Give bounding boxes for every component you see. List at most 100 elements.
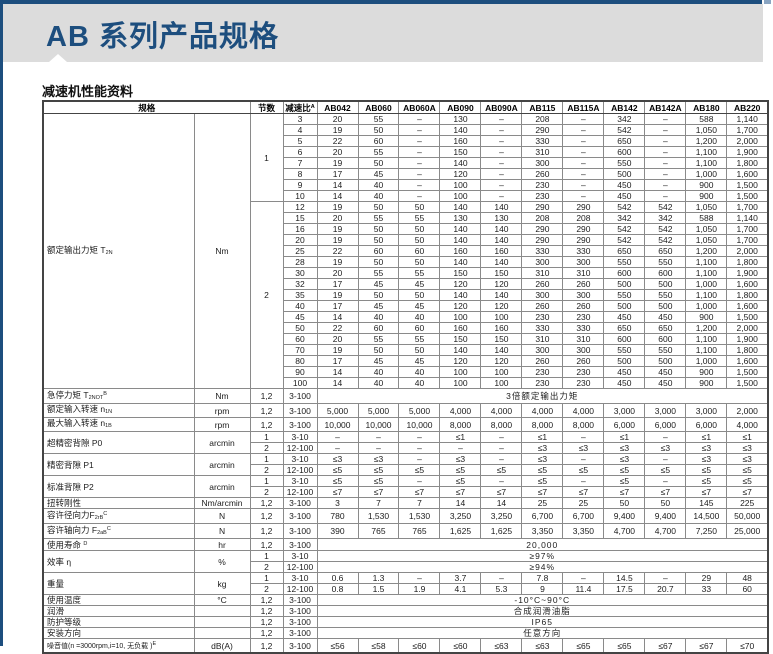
value-cell: 310 (521, 333, 564, 345)
table-header: 规格 节数 减速比A AB042 AB060 AB060A AB090 AB090A AB115… (42, 100, 769, 114)
value-cell: ≤5 (521, 475, 564, 487)
stage-cell: 1,2 (249, 403, 284, 418)
unit-cell: Nm (193, 388, 251, 404)
value-cell: 140 (439, 289, 482, 301)
value-cell: 1.9 (398, 583, 441, 595)
value-cell: 100 (439, 377, 482, 389)
value-cell: 4,000 (521, 403, 564, 418)
value-cell: 40 (357, 311, 400, 323)
value-cell: 588 (685, 113, 728, 125)
value-cell: 310 (521, 267, 564, 279)
value-cell: 50 (357, 124, 400, 136)
value-cell: 5,000 (398, 403, 441, 418)
stage-cell: 2 (249, 583, 284, 595)
header-spec: 规格 (42, 100, 251, 114)
value-cell: 22 (316, 245, 359, 257)
value-cell: 1,700 (726, 223, 769, 235)
value-cell: – (562, 572, 605, 584)
value-cell: 9 (521, 583, 564, 595)
value-cell: 330 (521, 322, 564, 334)
table-row: 额定输出力矩 T2N Nm 1 3 20 55–130–208–342–588 1,140 (42, 113, 769, 389)
table-row: 2 12-100 ≤5 ≤5 ≤5 ≤5 ≤5 ≤5 ≤5 ≤5 ≤5 ≤5 ≤5 (43, 464, 769, 476)
value-cell: 120 (480, 355, 523, 367)
value-cell: 550 (603, 289, 646, 301)
title-band-notch (49, 54, 67, 62)
value-cell: 1,700 (726, 234, 769, 246)
value-cell: – (480, 431, 523, 443)
ratio-cell: 3-100 (282, 508, 318, 524)
ratio-cell: 3-100 (282, 523, 318, 539)
value-cell: 50 (398, 256, 441, 268)
value-cell: 450 (603, 311, 646, 323)
value-cell: – (398, 442, 441, 454)
stage-cell: 1 (249, 550, 284, 562)
value-cell: 55 (357, 113, 400, 125)
value-cell: 300 (562, 256, 605, 268)
table-row: 额定输入转速 n1N rpm 1,2 3-100 5,000 5,000 5,000 4,00… (42, 403, 769, 418)
stage-cell: 1 (249, 431, 284, 443)
value-cell: 60 (398, 245, 441, 257)
value-cell: 140 (480, 223, 523, 235)
value-cell: – (562, 113, 605, 125)
ratio-cell: 3 (282, 113, 318, 125)
value-cell: 160 (480, 245, 523, 257)
unit-cell: hr (193, 538, 251, 551)
value-cell: 140 (480, 344, 523, 356)
value-cell: ≤3 (316, 453, 359, 465)
unit-cell: arcmin (193, 475, 251, 498)
value-cell: 4,000 (726, 417, 769, 432)
value-cell: 500 (644, 278, 687, 290)
table-row: 50 22 60 60 160 160 330 330 650 650 1,200 2,000 (43, 322, 769, 334)
value-cell: ≤1 (521, 431, 564, 443)
stage-cell: 1,2 (249, 388, 284, 404)
header-stages: 节数 (249, 100, 284, 114)
header-model: AB220 (726, 100, 769, 114)
value-cell: – (480, 157, 523, 169)
ratio-cell: 3-100 (282, 497, 318, 509)
table-body: 额定输出力矩 T2N Nm 1 3 20 55–130–208–342–588 1,140 4… (42, 113, 769, 654)
table-row: 80 17 45 45 120 120 260 260 500 500 1,000 1,600 (43, 355, 769, 367)
value-cell: ≤5 (685, 464, 728, 476)
spec-label-cell: 额定输出力矩 T2N (42, 113, 195, 389)
value-cell: 4,700 (603, 523, 646, 539)
table-row: 使用温度 °C 1,2 3-100 -10°C~90°C (42, 594, 769, 606)
value-cell: – (480, 168, 523, 180)
value-cell: ≤7 (521, 486, 564, 498)
table-row: 急停力矩 T2NOTB Nm 1,2 3-100 3倍额定输出力矩 (42, 388, 769, 404)
value-cell: 208 (521, 212, 564, 224)
ratio-cell: 90 (282, 366, 318, 378)
value-cell: – (480, 179, 523, 191)
value-cell: ≤7 (644, 486, 687, 498)
value-cell: 208 (521, 113, 564, 125)
value-cell: – (316, 431, 359, 443)
value-cell: 300 (521, 157, 564, 169)
ratio-cell: 3-10 (282, 572, 318, 584)
value-cell: 260 (521, 278, 564, 290)
value-cell: 450 (644, 366, 687, 378)
value-cell: – (480, 572, 523, 584)
value-cell: – (480, 475, 523, 487)
value-cell: 1,100 (685, 146, 728, 158)
value-cell: 230 (521, 179, 564, 191)
value-cell: ≤5 (316, 464, 359, 476)
ratio-cell: 3-100 (282, 616, 318, 628)
value-cell: 40 (398, 366, 441, 378)
value-cell: 300 (521, 256, 564, 268)
ratio-cell: 45 (282, 311, 318, 323)
performance-table: 规格 节数 减速比A AB042 AB060 AB060A AB090 AB090A AB115… (42, 100, 769, 654)
value-cell: 19 (316, 201, 359, 213)
value-cell: 542 (603, 201, 646, 213)
table-row: 60 20 55 55 150 150 310 310 600 600 1,100 1,900 (43, 333, 769, 345)
value-cell: 55 (357, 333, 400, 345)
value-cell: 260 (562, 278, 605, 290)
value-cell: 40 (357, 377, 400, 389)
value-cell: 45 (398, 355, 441, 367)
value-cell: 600 (644, 267, 687, 279)
unit-cell: rpm (193, 417, 251, 432)
value-cell: – (644, 431, 687, 443)
value-cell: 19 (316, 289, 359, 301)
value-cell: 290 (562, 234, 605, 246)
stage-cell: 1,2 (249, 538, 284, 551)
table-row: 扭转刚性 Nm/arcmin 1,2 3-100 3 7 7 14 14 25 25 50 50 145 2… (42, 497, 769, 509)
value-cell: ≤1 (726, 431, 769, 443)
